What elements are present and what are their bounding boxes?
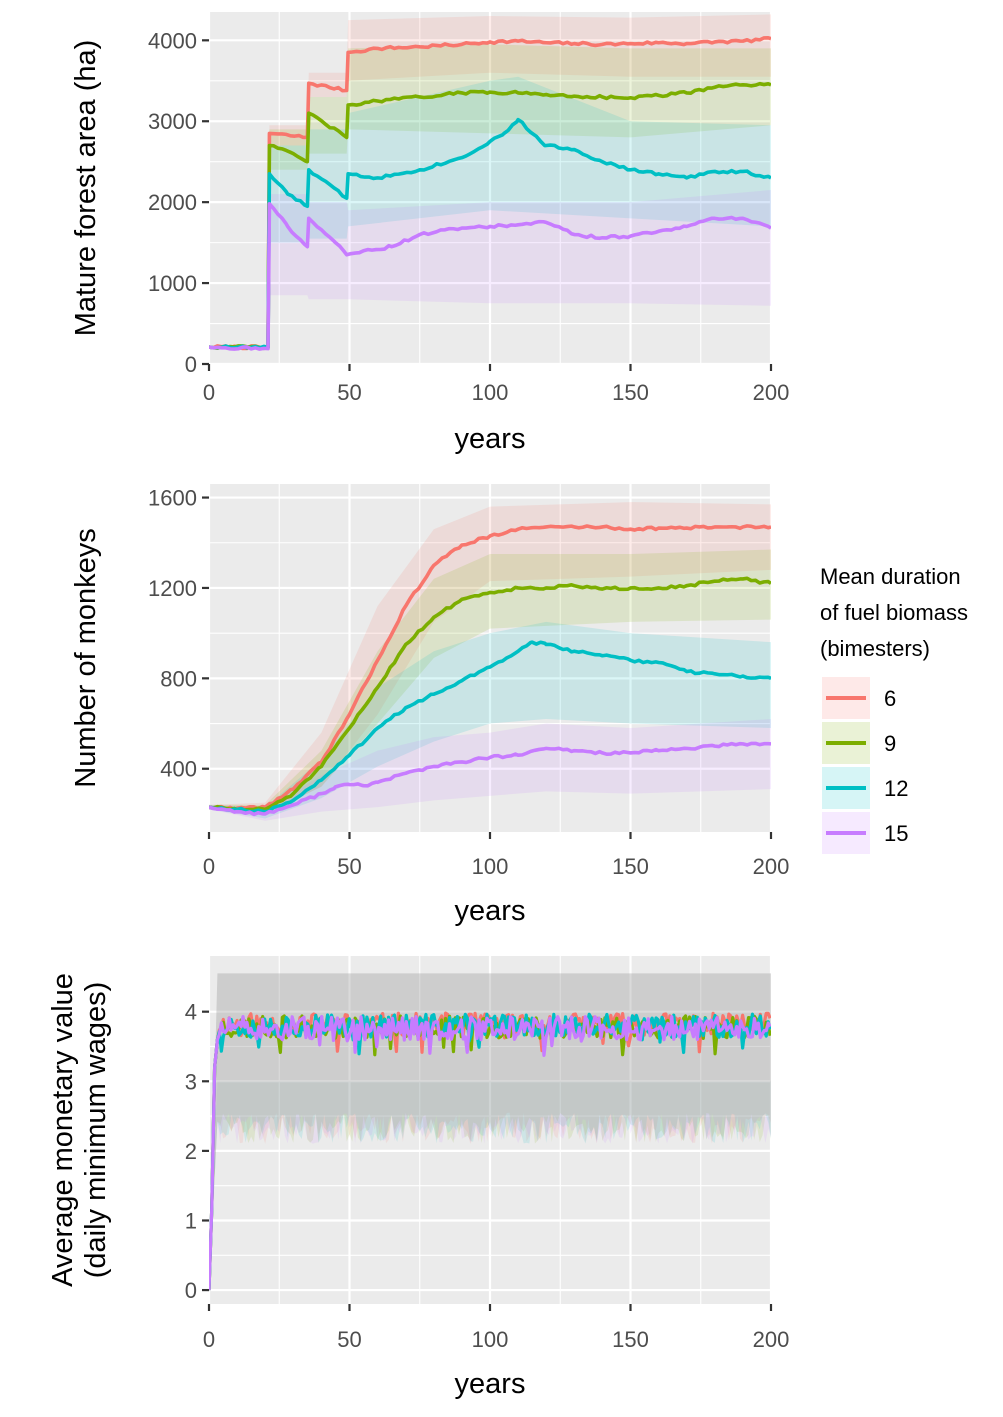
y-tick-label: 3000 xyxy=(148,109,197,134)
series-band xyxy=(209,1081,771,1291)
legend-item-9: 9 xyxy=(822,722,896,764)
axes: 0 50 100 150 200 400 800 1200 1600 xyxy=(148,486,789,879)
x-tick-label: 150 xyxy=(612,380,649,405)
x-axis-title: years xyxy=(455,1368,526,1400)
legend-label: 9 xyxy=(884,731,896,756)
x-tick-label: 100 xyxy=(472,1327,509,1352)
x-tick-label: 100 xyxy=(472,854,509,879)
legend-label: 6 xyxy=(884,686,896,711)
y-tick-label: 2 xyxy=(185,1139,197,1164)
legend-item-12: 12 xyxy=(822,767,908,809)
plot-area xyxy=(209,502,771,821)
y-tick-label: 400 xyxy=(160,757,197,782)
series-band-9 xyxy=(209,549,771,814)
y-tick-label: 1 xyxy=(185,1208,197,1233)
x-tick-label: 150 xyxy=(612,854,649,879)
legend-label: 12 xyxy=(884,776,908,801)
panel-3: 0 50 100 150 200 0 1 2 3 4 years Average monetary v… xyxy=(47,956,789,1400)
x-tick-label: 200 xyxy=(753,380,790,405)
y-tick-label: 4 xyxy=(185,1000,197,1025)
series-line-12 xyxy=(209,117,771,350)
legend-label: 15 xyxy=(884,821,908,846)
series-band xyxy=(209,1081,771,1291)
series-band xyxy=(209,1081,771,1291)
y-axis-title: Number of monkeys xyxy=(70,528,102,788)
x-tick-label: 0 xyxy=(203,1327,215,1352)
y-tick-label: 800 xyxy=(160,666,197,691)
legend-item-6: 6 xyxy=(822,677,896,719)
panel-1: 0 50 100 150 20001000200030004000yearsMature… xyxy=(70,12,789,455)
panel-2: 0 50 100 150 200 400 800 1200 1600 years Number of… xyxy=(70,484,789,927)
confidence-band xyxy=(209,973,771,1291)
series-band xyxy=(209,1081,771,1291)
series-band-12 xyxy=(209,621,771,819)
x-axis-title: years xyxy=(455,895,526,927)
series-line-15 xyxy=(209,1014,771,1291)
y-tick-label: 4000 xyxy=(148,28,197,53)
y-axis-title: Average monetary value(daily minimum wag… xyxy=(47,973,112,1287)
x-tick-label: 200 xyxy=(753,1327,790,1352)
series-band-9 xyxy=(209,44,771,348)
series-band-6 xyxy=(209,502,771,814)
series-band-6 xyxy=(209,14,771,348)
y-tick-label: 0 xyxy=(185,352,197,377)
panels: 0 50 100 150 20001000200030004000yearsMature… xyxy=(47,12,789,1400)
x-tick-label: 0 xyxy=(203,380,215,405)
axes: 0 50 100 150 200 0 1 2 3 4 xyxy=(185,1000,790,1352)
plot-area xyxy=(209,973,771,1291)
y-tick-label: 1200 xyxy=(148,576,197,601)
y-tick-label: 1600 xyxy=(148,486,197,511)
y-tick-label: 3 xyxy=(185,1069,197,1094)
series-band-15 xyxy=(209,190,771,348)
series-line-9 xyxy=(209,576,771,812)
legend-item-15: 15 xyxy=(822,812,908,854)
series-line-15 xyxy=(209,201,771,351)
legend-title-line: of fuel biomass xyxy=(820,600,968,625)
series-band-15 xyxy=(209,719,771,821)
x-axis-title: years xyxy=(455,423,526,455)
gridlines xyxy=(207,956,773,1304)
x-tick-label: 50 xyxy=(337,1327,361,1352)
series-line-6 xyxy=(209,524,771,812)
legend-title-line: (bimesters) xyxy=(820,636,930,661)
x-tick-label: 50 xyxy=(337,854,361,879)
series-line-9 xyxy=(209,81,771,351)
x-tick-label: 100 xyxy=(472,380,509,405)
series-line-12 xyxy=(209,640,771,814)
y-axis-title: Mature forest area (ha) xyxy=(70,40,102,337)
plot-area xyxy=(209,14,771,351)
y-tick-label: 2000 xyxy=(148,190,197,215)
legend-title-line: Mean duration xyxy=(820,564,961,589)
x-tick-label: 50 xyxy=(337,380,361,405)
legend: Mean duration of fuel biomass (bimesters) 6… xyxy=(820,564,968,854)
y-tick-label: 1000 xyxy=(148,271,197,296)
x-tick-label: 0 xyxy=(203,854,215,879)
y-tick-label: 0 xyxy=(185,1278,197,1303)
series-line-15 xyxy=(209,741,771,817)
series-line-6 xyxy=(209,35,771,351)
x-tick-label: 200 xyxy=(753,854,790,879)
x-tick-label: 150 xyxy=(612,1327,649,1352)
series-band-12 xyxy=(209,76,771,348)
